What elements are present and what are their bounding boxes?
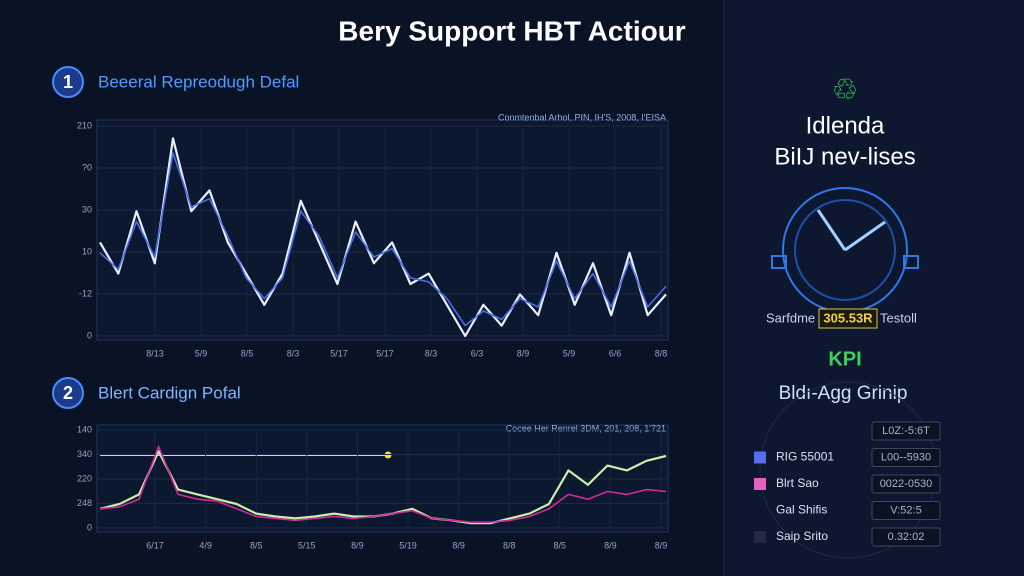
- x-tick-label: 8/5: [241, 348, 254, 358]
- side-title: BiIJ nev-lises: [774, 143, 915, 170]
- gauge-label: Sarfdme: [766, 310, 815, 325]
- x-tick-label: 6/6: [609, 348, 622, 358]
- y-tick-label: 140: [77, 424, 92, 434]
- gauge-label: Testoll: [880, 310, 917, 325]
- page-title: Bery Support HBT Actiour: [338, 15, 686, 46]
- series-line: [99, 152, 667, 327]
- x-tick-label: 5/19: [399, 540, 417, 550]
- x-tick-label: 5/15: [298, 540, 316, 550]
- recycle-icon: ♲: [832, 74, 859, 107]
- x-tick-label: 8/9: [452, 540, 465, 550]
- legend-swatch: [754, 451, 766, 464]
- x-tick-label: 8/5: [250, 540, 263, 550]
- section-number: 1: [63, 72, 73, 92]
- section-title: Beeeral Repreodugh Defal: [98, 72, 299, 91]
- x-tick-label: 5/17: [330, 348, 348, 358]
- y-tick-label: 220: [77, 473, 92, 483]
- gauge-value: 305.53R: [823, 310, 873, 325]
- gauge-value-box: [818, 308, 878, 329]
- x-tick-label: 8/9: [655, 540, 668, 550]
- x-tick-label: 6/3: [471, 348, 484, 358]
- x-tick-label: 8/3: [425, 348, 438, 358]
- x-tick-label: 8/8: [655, 348, 668, 358]
- y-tick-label: 210: [77, 120, 92, 130]
- x-tick-label: 4/9: [199, 540, 212, 550]
- row-value-box: [871, 527, 941, 547]
- group-list: L0Z:-5:6T RIG 55001 L00--5930 Blrt Sao 0022-…: [754, 421, 941, 547]
- legend-swatch: [754, 531, 766, 543]
- row-label: Blrt Sao: [776, 476, 819, 490]
- chart-subtitle: Conmtenbal Arhol, PIN, IH'S, 2008, I'EIS…: [498, 112, 666, 122]
- y-tick-label: 340: [77, 449, 92, 459]
- section-badge: [52, 66, 84, 98]
- row-label: RIG 55001: [776, 450, 834, 464]
- group-ring: [759, 381, 937, 559]
- x-tick-label: 5/9: [195, 348, 208, 358]
- group-title: Bldı-Agg Grinip: [779, 383, 908, 404]
- y-tick-label: 0: [87, 522, 92, 532]
- row-value-box: [871, 421, 941, 441]
- series-line: [99, 445, 667, 524]
- x-tick-label: 5/17: [376, 348, 394, 358]
- side-title: Idlenda: [806, 112, 885, 139]
- gauge-inner: [794, 199, 896, 301]
- row-value: 0.32:02: [888, 531, 925, 543]
- x-tick-label: 8/9: [604, 540, 617, 550]
- x-tick-label: 8/8: [503, 540, 516, 550]
- y-tick-label: 10: [82, 246, 92, 256]
- x-tick-label: 5/9: [563, 348, 576, 358]
- y-tick-label: -12: [79, 288, 92, 298]
- kpi-label: KPI: [828, 348, 861, 370]
- x-tick-label: 8/9: [351, 540, 364, 550]
- section-badge: [52, 377, 84, 409]
- legend-swatch: [754, 478, 766, 490]
- x-tick-label: 8/3: [287, 348, 300, 358]
- chart-frame: [96, 119, 669, 341]
- row-value-box: [871, 501, 941, 520]
- gauge-tab: [771, 255, 787, 269]
- y-tick-label: 30: [82, 204, 92, 214]
- x-tick-label: 8/13: [146, 348, 164, 358]
- y-tick-label: 248: [77, 498, 92, 508]
- y-tick-label: 0: [87, 330, 92, 340]
- row-value: V:52:5: [890, 504, 921, 516]
- row-value: 0022-0530: [880, 478, 933, 490]
- gauge-tab: [903, 255, 919, 269]
- gauge-needle: [844, 220, 886, 252]
- row-value: L00--5930: [881, 451, 931, 463]
- row-value: L0Z:-5:6T: [882, 425, 930, 437]
- row-label: Gal Shifis: [776, 503, 827, 517]
- section-title: Blert Cardign Pofal: [98, 383, 241, 402]
- x-tick-label: 6/17: [146, 540, 164, 550]
- row-value-box: [871, 448, 941, 467]
- x-tick-label: 8/9: [517, 348, 530, 358]
- row-label: Saip Srito: [776, 529, 828, 543]
- x-tick-label: 8/5: [554, 540, 567, 550]
- row-value-box: [871, 474, 941, 494]
- y-tick-label: ?0: [82, 162, 92, 172]
- section-number: 2: [63, 383, 73, 403]
- chart-subtitle: Cocee Her Renrel 3DM, 201, 208, 1'721: [506, 423, 666, 433]
- gauge-needle: [816, 209, 847, 251]
